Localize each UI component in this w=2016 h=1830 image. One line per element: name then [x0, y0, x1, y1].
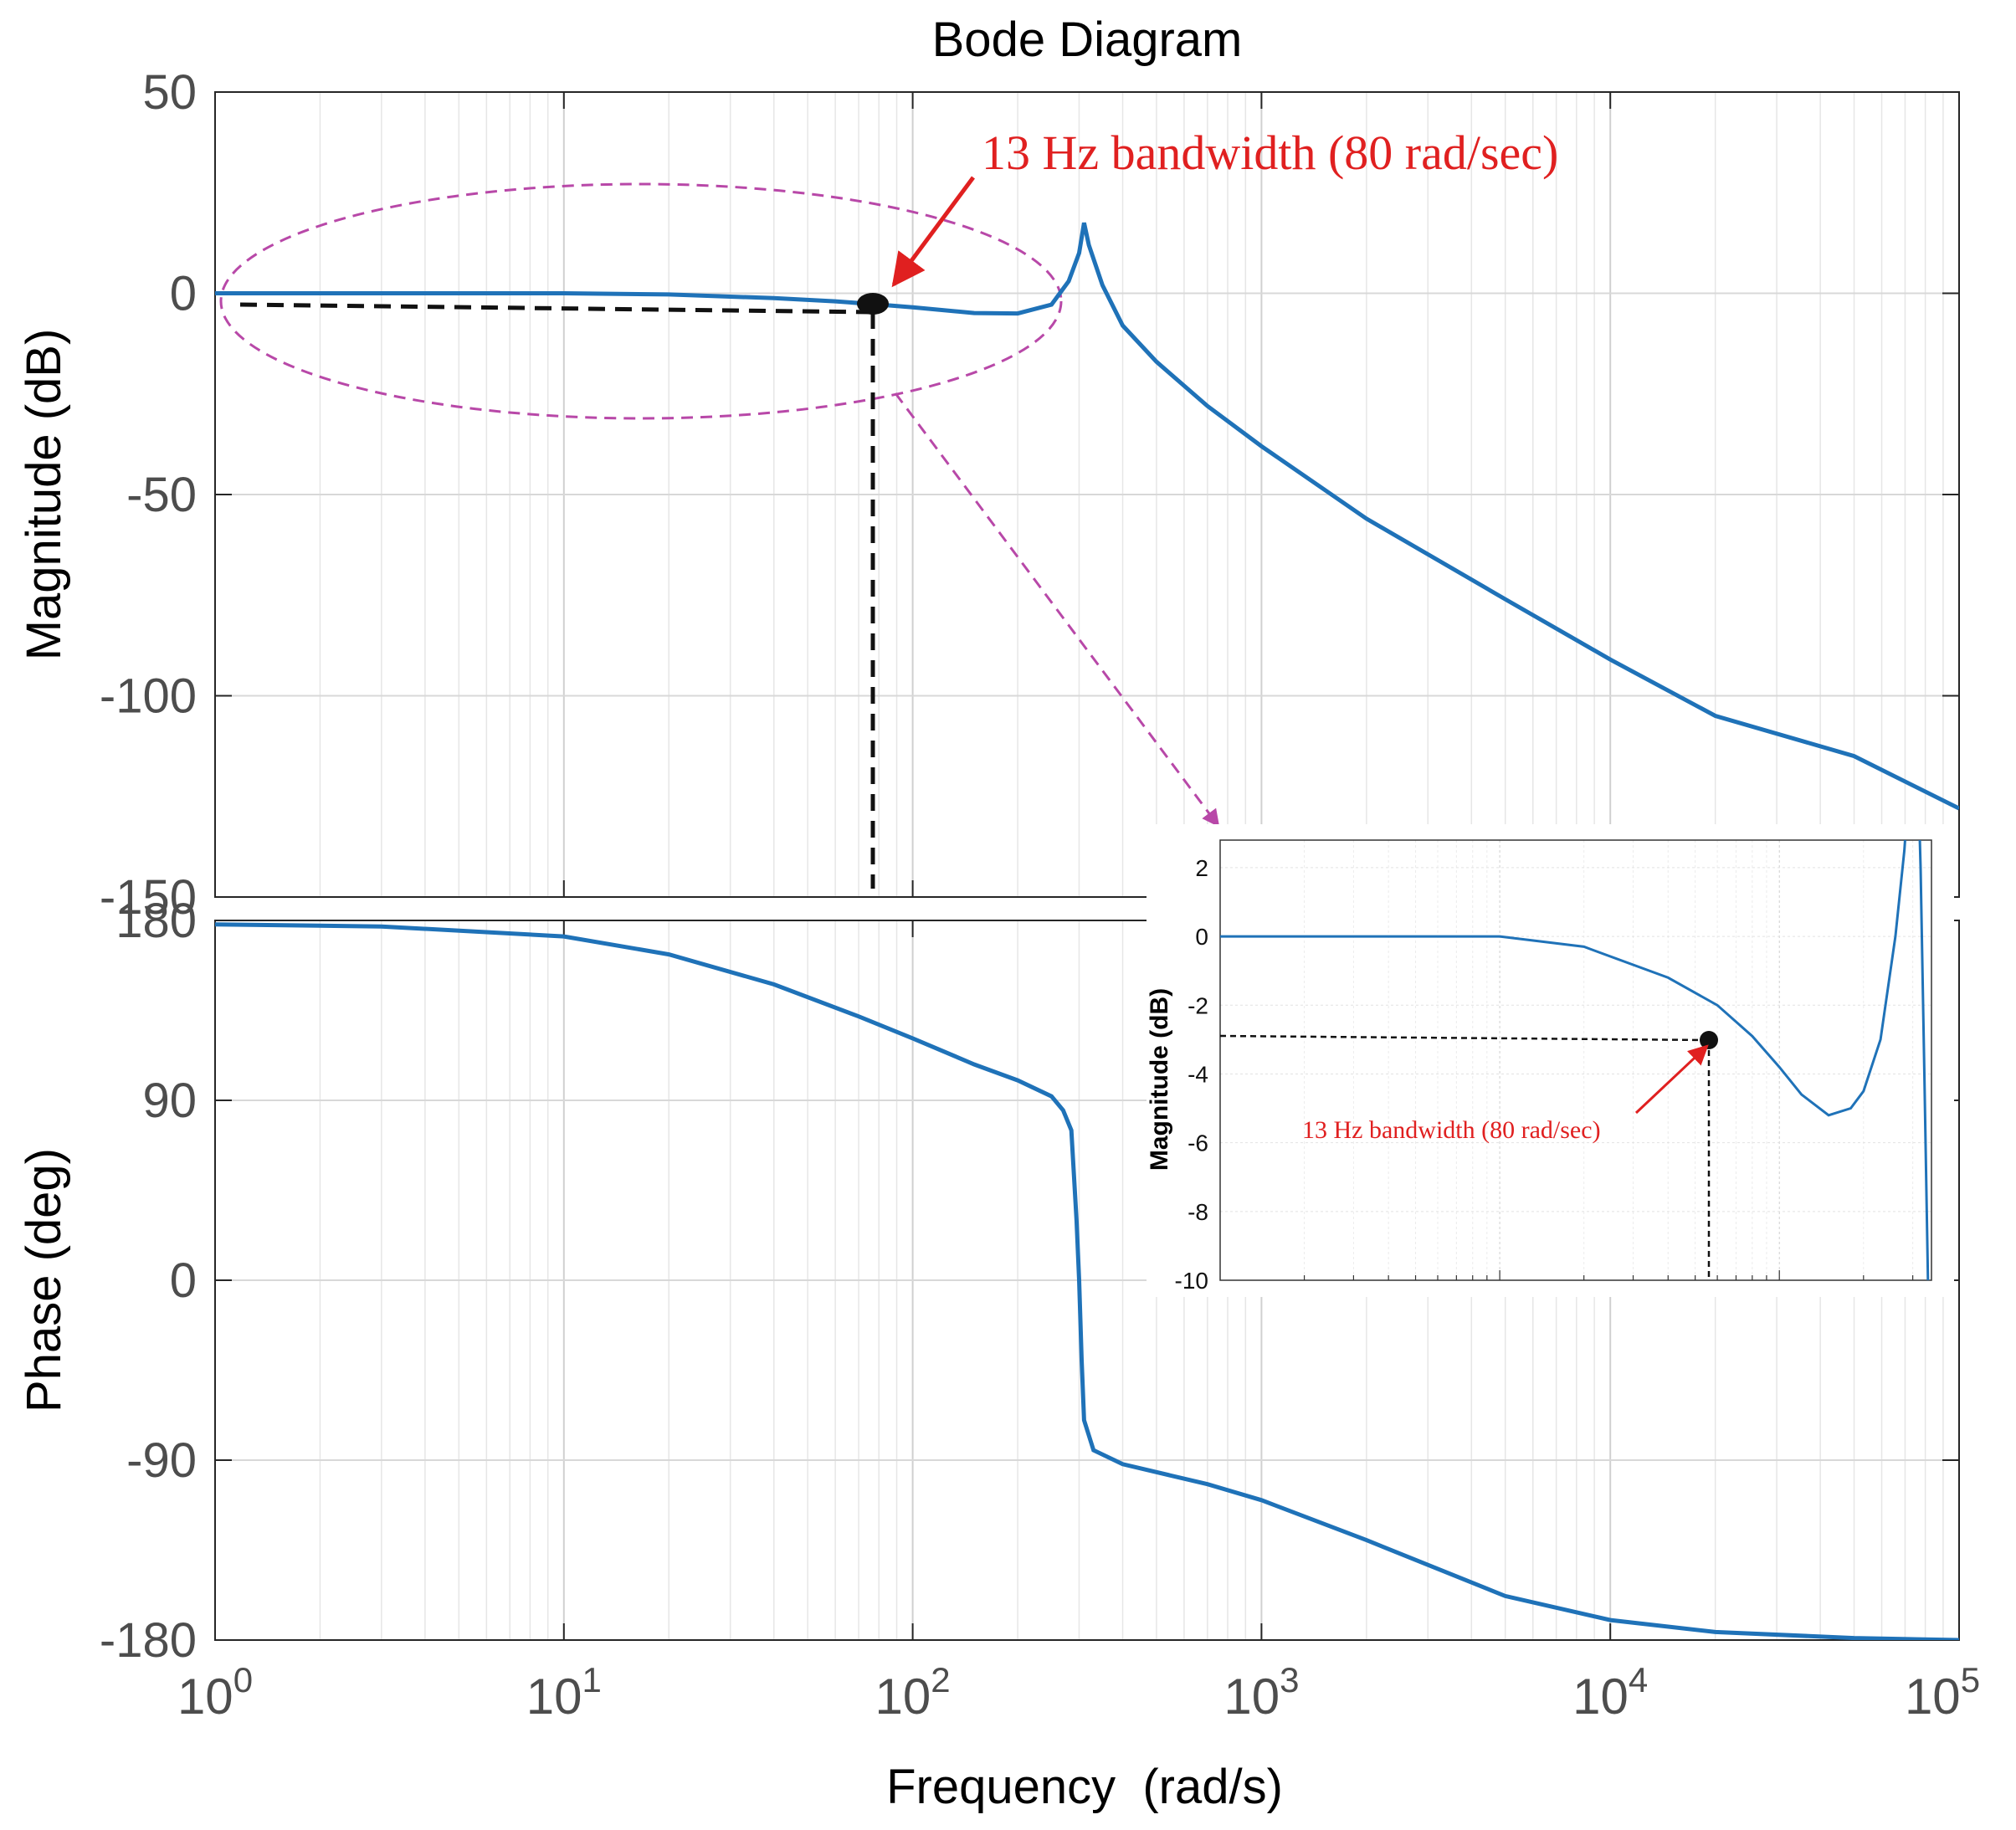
x-tick-base: 10 — [1905, 1669, 1961, 1725]
zoom-arrow — [894, 392, 1220, 828]
inset-y-tick-label: 2 — [1195, 855, 1208, 881]
magnitude-grid — [215, 91, 1959, 898]
y-tick-label: 90 — [142, 1074, 197, 1128]
y-tick-label: 50 — [142, 65, 197, 120]
bandwidth-point — [857, 293, 889, 315]
inset-series-line — [1220, 840, 1930, 1280]
inset-chart: 2 0 -2 -4 -6 -8 -10 Magnitude (dB) 13 Hz bandw… — [1146, 824, 1954, 1297]
x-tick-labels: 100 101 102 103 104 105 — [177, 1660, 1980, 1725]
inset-annotation-arrow — [1634, 1044, 1709, 1115]
magnitude-y-ticks: 50 0 -50 -100 -150 — [100, 65, 197, 925]
x-axis-label: Frequency (rad/s) — [886, 1760, 1283, 1814]
x-tick-base: 10 — [177, 1669, 233, 1725]
inset-y-tick-label: -10 — [1175, 1268, 1208, 1294]
bandwidth-annotation-arrow — [891, 176, 976, 288]
inset-ylabel: Magnitude (dB) — [1146, 988, 1173, 1171]
x-tick-exponent: 3 — [1280, 1660, 1299, 1699]
x-tick-label: 101 — [526, 1660, 602, 1725]
x-tick-base: 10 — [1572, 1669, 1629, 1725]
x-tick-label: 105 — [1905, 1660, 1980, 1725]
inset-annotation-text: 13 Hz bandwidth (80 rad/sec) — [1302, 1116, 1601, 1144]
inset-bandwidth-point — [1700, 1031, 1718, 1049]
y-tick-label: -150 — [100, 870, 197, 925]
bandwidth-annotation-text: 13 Hz bandwidth (80 rad/sec) — [982, 126, 1558, 180]
x-tick-base: 10 — [1223, 1669, 1280, 1725]
x-tick-label: 104 — [1572, 1660, 1648, 1725]
x-tick-exponent: 2 — [931, 1660, 950, 1699]
x-tick-exponent: 1 — [582, 1660, 601, 1699]
y-tick-label: -180 — [100, 1613, 197, 1668]
y-tick-label: 0 — [170, 1253, 197, 1308]
inset-y-tick-label: 0 — [1195, 924, 1208, 950]
phase-ylabel: Phase (deg) — [17, 1148, 71, 1412]
x-tick-label: 102 — [875, 1660, 951, 1725]
y-tick-label: 0 — [170, 267, 197, 321]
x-tick-base: 10 — [875, 1669, 931, 1725]
y-tick-label: 180 — [115, 894, 197, 948]
x-tick-exponent: 5 — [1961, 1660, 1980, 1699]
inset-y-tick-label: -2 — [1188, 992, 1208, 1018]
inset-y-ticks: 2 0 -2 -4 -6 -8 -10 — [1175, 855, 1208, 1294]
inset-axes-box — [1219, 839, 1932, 1281]
inset-grid — [1220, 840, 1931, 1281]
highlight-ellipse — [219, 182, 1063, 420]
inset-horizontal-dashed — [1219, 1034, 1710, 1042]
magnitude-series-line — [215, 222, 1959, 811]
phase-series-line — [215, 922, 1959, 1640]
y-tick-label: -50 — [126, 468, 197, 522]
magnitude-ylabel: Magnitude (dB) — [17, 329, 71, 661]
x-tick-label: 100 — [177, 1660, 253, 1725]
inset-background — [1147, 824, 1954, 1297]
inset-y-tick-label: -4 — [1188, 1061, 1208, 1087]
x-tick-exponent: 4 — [1629, 1660, 1648, 1699]
x-tick-label: 103 — [1223, 1660, 1299, 1725]
y-tick-label: -100 — [100, 669, 197, 724]
x-tick-base: 10 — [526, 1669, 582, 1725]
x-tick-exponent: 0 — [233, 1660, 253, 1699]
inset-y-tick-label: -8 — [1188, 1199, 1208, 1225]
inset-y-tick-label: -6 — [1188, 1130, 1208, 1156]
phase-y-ticks: 180 90 0 -90 -180 — [100, 894, 197, 1668]
bandwidth-horizontal-dashed — [239, 302, 874, 315]
y-tick-label: -90 — [126, 1433, 197, 1488]
chart-title: Bode Diagram — [932, 13, 1243, 67]
